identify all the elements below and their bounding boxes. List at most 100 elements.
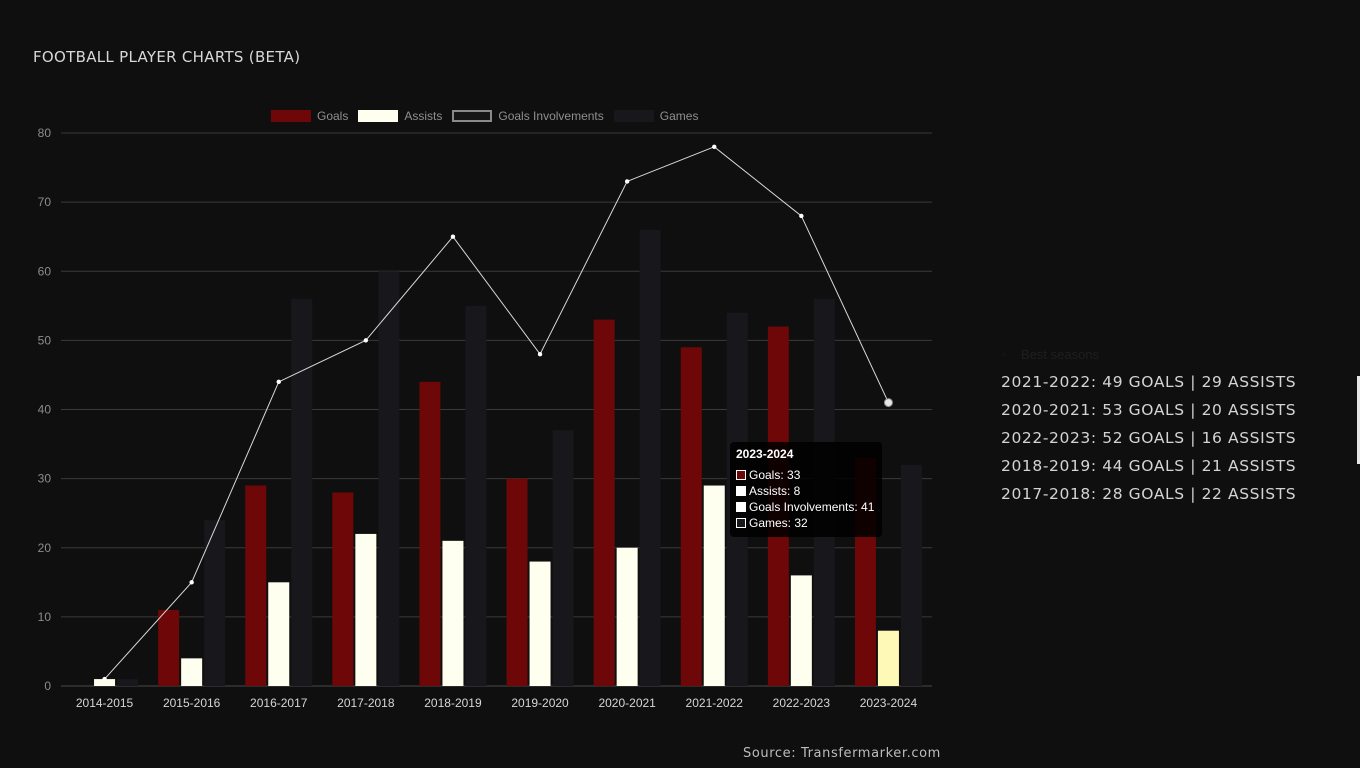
bullet-icon: [1002, 351, 1007, 357]
bar-games[interactable]: [117, 679, 139, 686]
best-season-item: 2018-2019: 44 GOALS | 21 ASSISTS: [1001, 457, 1297, 475]
bar-assists[interactable]: [355, 533, 377, 686]
bar-assists[interactable]: [181, 658, 203, 686]
bar-games[interactable]: [378, 271, 400, 686]
tooltip-label-goals: Goals: 33: [749, 467, 801, 482]
bar-goals[interactable]: [245, 485, 267, 686]
line-series: [102, 144, 893, 682]
best-seasons-list: 2021-2022: 49 GOALS | 29 ASSISTS 2020-20…: [1001, 368, 1331, 508]
bar-assists[interactable]: [529, 561, 551, 686]
tooltip-label-assists: Assists: 8: [749, 483, 801, 498]
tooltip-title: 2023-2024: [736, 447, 794, 461]
y-tick-label: 40: [38, 403, 52, 417]
bar-series: [94, 229, 922, 686]
x-tick-label: 2020-2021: [598, 696, 656, 710]
legend-item-goals[interactable]: Goals: [271, 109, 348, 123]
legend-swatch-games: [613, 110, 654, 122]
tooltip-row-goals: Goals: 33: [736, 467, 876, 483]
point-goals-involvements[interactable]: [363, 338, 369, 343]
legend-label-goals: Goals: [317, 109, 349, 123]
x-tick-label: 2014-2015: [76, 696, 134, 710]
best-seasons-heading-text: Best seasons: [1021, 346, 1100, 362]
y-tick-label: 30: [38, 472, 52, 486]
bar-assists[interactable]: [268, 582, 290, 686]
legend-label-games: Games: [659, 109, 699, 123]
best-season-item: 2021-2022: 49 GOALS | 29 ASSISTS: [1001, 373, 1297, 391]
point-goals-involvements[interactable]: [102, 676, 107, 682]
chart-tooltip: 2023-2024 Goals: 33 Assists: 8 Goals Inv…: [730, 442, 882, 537]
source-credit: Source: Transfermarker.com: [743, 746, 941, 761]
point-goals-involvements[interactable]: [537, 352, 543, 357]
line-goals-involvements: [104, 146, 889, 680]
y-tick-label: 70: [38, 195, 52, 209]
point-goals-involvements[interactable]: [450, 234, 456, 239]
best-seasons-heading: Best seasons: [1001, 345, 1331, 363]
x-tick-label: 2019-2020: [511, 696, 569, 710]
bar-games[interactable]: [291, 298, 313, 686]
bar-goals[interactable]: [332, 492, 354, 686]
x-tick-label: 2015-2016: [163, 696, 221, 710]
tooltip-row-assists: Assists: 8: [736, 483, 876, 499]
legend-item-goals-involvements[interactable]: Goals Involvements: [452, 109, 604, 123]
y-tick-label: 10: [38, 610, 52, 624]
y-tick-label: 60: [38, 264, 52, 278]
x-tick-label: 2017-2018: [337, 696, 395, 710]
combo-chart: 0 10 20 30 40 50 60 70 80 2014-2015 2015-2016 2016…: [38, 126, 932, 710]
point-goals-involvements[interactable]: [189, 580, 194, 585]
page-title: FOOTBALL PLAYER CHARTS (BETA): [33, 48, 301, 66]
point-goals-involvements[interactable]: [799, 213, 804, 219]
y-tick-label: 0: [44, 679, 51, 693]
legend-item-assists[interactable]: Assists: [358, 109, 442, 123]
legend-swatch-goals: [271, 110, 311, 122]
scrollbar-thumb[interactable]: [1357, 376, 1360, 464]
y-tick-label: 50: [38, 333, 52, 347]
point-goals-involvements[interactable]: [712, 144, 717, 150]
bar-assists[interactable]: [790, 575, 812, 686]
tooltip-row-goals-involvements: Goals Involvements: 41: [736, 499, 876, 515]
bar-games[interactable]: [900, 464, 922, 686]
point-goals-involvements[interactable]: [624, 179, 630, 184]
bar-assists[interactable]: [703, 485, 725, 686]
bar-assists[interactable]: [877, 630, 899, 686]
legend-swatch-assists: [358, 110, 399, 122]
bar-assists[interactable]: [94, 679, 116, 686]
y-tick-label: 20: [38, 541, 52, 555]
x-tick-label: 2018-2019: [424, 696, 482, 710]
x-axis-ticks: 2014-2015 2015-2016 2016-2017 2017-2018 2018…: [76, 696, 918, 710]
best-season-item: 2020-2021: 53 GOALS | 20 ASSISTS: [1001, 401, 1297, 419]
y-tick-label: 80: [38, 126, 52, 140]
bar-goals[interactable]: [419, 381, 441, 686]
tooltip-row-games: Games: 32: [736, 515, 876, 531]
x-tick-label: 2016-2017: [250, 696, 308, 710]
tooltip-swatch-goals-involvements: [736, 502, 746, 512]
legend-label-assists: Assists: [404, 109, 443, 123]
bar-goals[interactable]: [593, 319, 615, 686]
bar-goals[interactable]: [680, 347, 702, 686]
legend-label-goals-involvements: Goals Involvements: [498, 109, 604, 123]
bar-assists[interactable]: [616, 547, 638, 686]
bar-goals[interactable]: [506, 478, 528, 686]
tooltip-swatch-assists: [736, 486, 746, 496]
x-tick-label: 2021-2022: [686, 696, 744, 710]
tooltip-label-goals-involvements: Goals Involvements: 41: [749, 499, 875, 514]
bar-games[interactable]: [639, 229, 661, 686]
legend-swatch-goals-involvements: [452, 110, 493, 122]
x-tick-label: 2022-2023: [773, 696, 831, 710]
bar-games[interactable]: [204, 520, 226, 686]
best-seasons-panel: Best seasons 2021-2022: 49 GOALS | 29 AS…: [1001, 345, 1331, 508]
point-goals-involvements[interactable]: [276, 379, 281, 385]
x-tick-label: 2023-2024: [860, 696, 918, 710]
bar-games[interactable]: [552, 430, 574, 686]
bar-goals[interactable]: [158, 609, 180, 686]
bar-games[interactable]: [465, 305, 487, 686]
best-season-item: 2017-2018: 28 GOALS | 22 ASSISTS: [1001, 485, 1297, 503]
best-season-item: 2022-2023: 52 GOALS | 16 ASSISTS: [1001, 429, 1297, 447]
tooltip-swatch-goals: [736, 470, 746, 480]
point-goals-involvements[interactable]: [883, 398, 893, 408]
tooltip-swatch-games: [736, 518, 746, 528]
chart-legend: Goals Assists Goals Involvements Games: [271, 108, 702, 124]
legend-item-games[interactable]: Games: [613, 109, 699, 123]
y-axis-ticks: 0 10 20 30 40 50 60 70 80: [38, 126, 52, 693]
bar-assists[interactable]: [442, 540, 464, 686]
tooltip-label-games: Games: 32: [749, 515, 808, 530]
